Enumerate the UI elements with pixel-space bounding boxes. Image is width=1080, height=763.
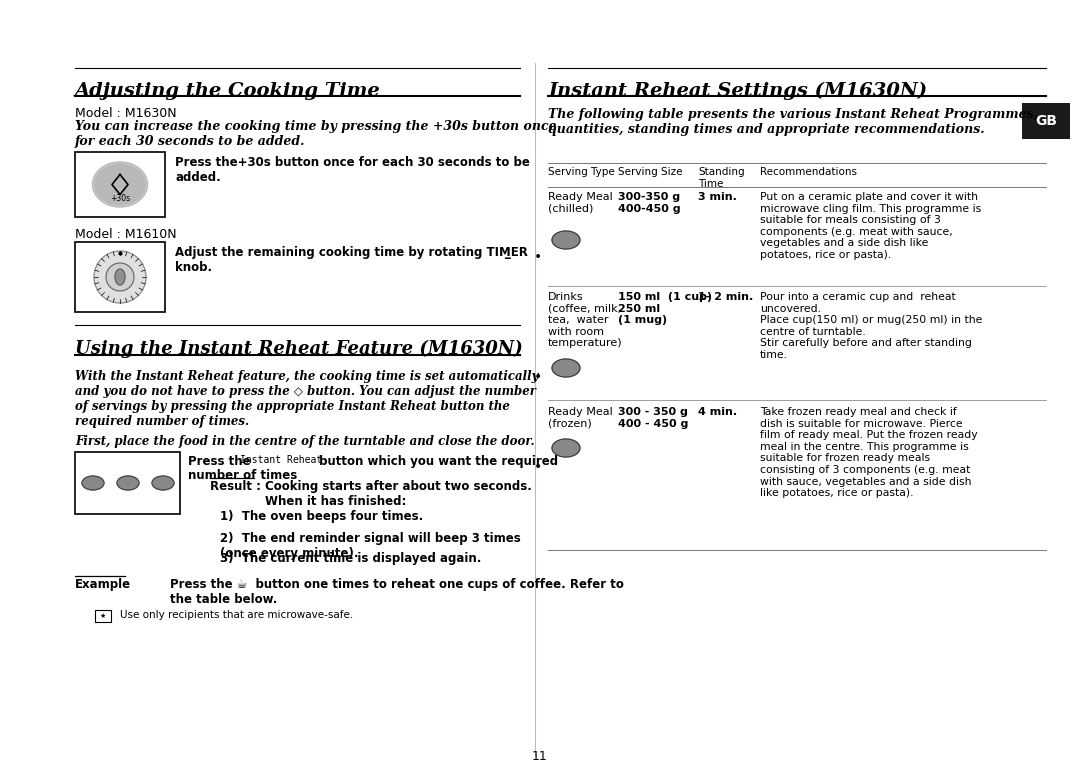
Text: Put on a ceramic plate and cover it with
microwave cling film. This programme is: Put on a ceramic plate and cover it with… [760,192,982,260]
Text: With the Instant Reheat feature, the cooking time is set automatically
and you d: With the Instant Reheat feature, the coo… [75,370,539,428]
Text: The following table presents the various Instant Reheat Programmes,
quantities, : The following table presents the various… [548,108,1038,136]
Text: Instant Reheat Settings (M1630N): Instant Reheat Settings (M1630N) [548,82,927,100]
Text: Ready Meal
(chilled): Ready Meal (chilled) [548,192,612,214]
Ellipse shape [82,476,104,490]
Text: You can increase the cooking time by pressing the +30s button once
for each 30 s: You can increase the cooking time by pre… [75,120,556,148]
Text: Serving Size: Serving Size [618,167,683,177]
Text: button which you want the required: button which you want the required [315,455,558,468]
Text: Press the+30s button once for each 30 seconds to be
added.: Press the+30s button once for each 30 se… [175,156,530,184]
Bar [75,242,165,312]
Text: 11: 11 [532,750,548,763]
Text: Press the ☕  button one times to reheat one cups of coffee. Refer to
the table b: Press the ☕ button one times to reheat o… [170,578,624,606]
Text: Press the: Press the [188,455,251,468]
Text: number of times: number of times [188,469,297,482]
Text: Pour into a ceramic cup and  reheat
uncovered.
Place cup(150 ml) or mug(250 ml) : Pour into a ceramic cup and reheat uncov… [760,292,983,360]
Circle shape [94,251,146,303]
Text: 4 min.: 4 min. [698,407,738,417]
Text: Use only recipients that are microwave-safe.: Use only recipients that are microwave-s… [120,610,353,620]
Text: Example: Example [75,578,131,591]
Text: Standing
Time: Standing Time [698,167,744,188]
Ellipse shape [117,476,139,490]
Text: Cooking starts after about two seconds.
When it has finished:: Cooking starts after about two seconds. … [265,480,531,508]
Ellipse shape [552,231,580,249]
Text: GB: GB [1035,114,1057,128]
Text: •: • [534,460,542,474]
Bar [1022,103,1070,139]
Text: ★: ★ [99,613,106,619]
Text: Result :: Result : [210,480,261,493]
Text: Instant Reheat: Instant Reheat [240,455,322,465]
Circle shape [106,263,134,291]
Text: Take frozen ready meal and check if
dish is suitable for microwave. Pierce
film : Take frozen ready meal and check if dish… [760,407,977,498]
Ellipse shape [93,162,148,207]
Text: •: • [534,370,542,384]
Text: Adjust the remaining cooking time by rotating TIM̲ER
knob.: Adjust the remaining cooking time by rot… [175,246,528,274]
Text: Model : M1610N: Model : M1610N [75,228,177,241]
Text: 2)  The end reminder signal will beep 3 times
(once every minute).: 2) The end reminder signal will beep 3 t… [220,532,521,560]
Text: 3)  The current time is displayed again.: 3) The current time is displayed again. [220,552,482,565]
Text: Serving Type: Serving Type [548,167,615,177]
Text: Adjusting the Cooking Time: Adjusting the Cooking Time [75,82,381,100]
Text: 300 - 350 g
400 - 450 g: 300 - 350 g 400 - 450 g [618,407,688,429]
Text: Model : M1630N: Model : M1630N [75,107,177,120]
Text: First, place the food in the centre of the turntable and close the door.: First, place the food in the centre of t… [75,435,535,448]
Text: 1- 2 min.: 1- 2 min. [698,292,753,302]
Text: Ready Meal
(frozen): Ready Meal (frozen) [548,407,612,429]
Bar [75,452,180,514]
Text: 300-350 g
400-450 g: 300-350 g 400-450 g [618,192,680,214]
Text: +30s: +30s [110,194,130,203]
Ellipse shape [114,269,125,285]
Text: Recommendations: Recommendations [760,167,858,177]
Ellipse shape [552,359,580,377]
Text: Using the Instant Reheat Feature (M1630N): Using the Instant Reheat Feature (M1630N… [75,340,523,359]
Text: •: • [534,250,542,264]
Text: 1)  The oven beeps four times.: 1) The oven beeps four times. [220,510,423,523]
Bar [75,152,165,217]
Ellipse shape [552,439,580,457]
Text: 3 min.: 3 min. [698,192,737,202]
Ellipse shape [152,476,174,490]
Bar [95,610,111,622]
Text: 150 ml  (1 cup)
250 ml
(1 mug): 150 ml (1 cup) 250 ml (1 mug) [618,292,712,325]
Text: Drinks
(coffee, milk,
tea,  water
with room
temperature): Drinks (coffee, milk, tea, water with ro… [548,292,623,349]
